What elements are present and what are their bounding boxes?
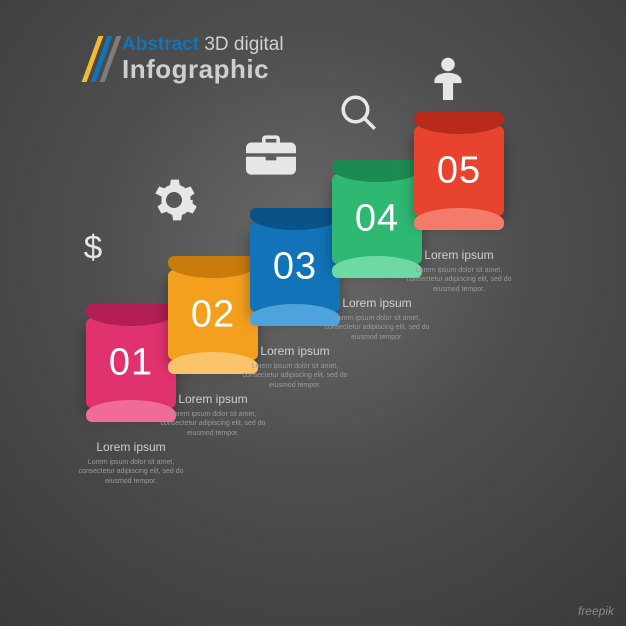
step-label: Lorem ipsum Lorem ipsum dolor sit amet, c…: [240, 344, 350, 390]
step-label: Lorem ipsum Lorem ipsum dolor sit amet, c…: [158, 392, 268, 438]
label-body: Lorem ipsum dolor sit amet, consectetur …: [76, 458, 186, 486]
step-number: 05: [414, 150, 504, 193]
label-heading: Lorem ipsum: [404, 248, 514, 262]
label-heading: Lorem ipsum: [322, 296, 432, 310]
label-heading: Lorem ipsum: [76, 440, 186, 454]
ribbon: 05: [414, 126, 504, 216]
step-number: 01: [86, 342, 176, 385]
label-body: Lorem ipsum dolor sit amet, consectetur …: [322, 314, 432, 342]
step-05: 05: [414, 126, 504, 216]
steps-container: 01 Lorem ipsum Lorem ipsum dolor sit amet,…: [0, 0, 626, 626]
briefcase-icon: [246, 134, 296, 176]
label-body: Lorem ipsum dolor sit amet, consectetur …: [404, 266, 514, 294]
label-body: Lorem ipsum dolor sit amet, consectetur …: [240, 362, 350, 390]
magnifier-icon: [338, 92, 380, 134]
label-body: Lorem ipsum dolor sit amet, consectetur …: [158, 410, 268, 438]
step-number: 03: [250, 246, 340, 289]
step-number: 04: [332, 198, 422, 241]
step-label: Lorem ipsum Lorem ipsum dolor sit amet, c…: [404, 248, 514, 294]
credit-text: freepik: [578, 604, 614, 618]
dollar-icon: [74, 230, 112, 268]
person-icon: [430, 56, 466, 100]
step-label: Lorem ipsum Lorem ipsum dolor sit amet, c…: [76, 440, 186, 486]
gear-icon: [150, 176, 198, 224]
step-number: 02: [168, 294, 258, 337]
label-heading: Lorem ipsum: [158, 392, 268, 406]
label-heading: Lorem ipsum: [240, 344, 350, 358]
step-label: Lorem ipsum Lorem ipsum dolor sit amet, c…: [322, 296, 432, 342]
